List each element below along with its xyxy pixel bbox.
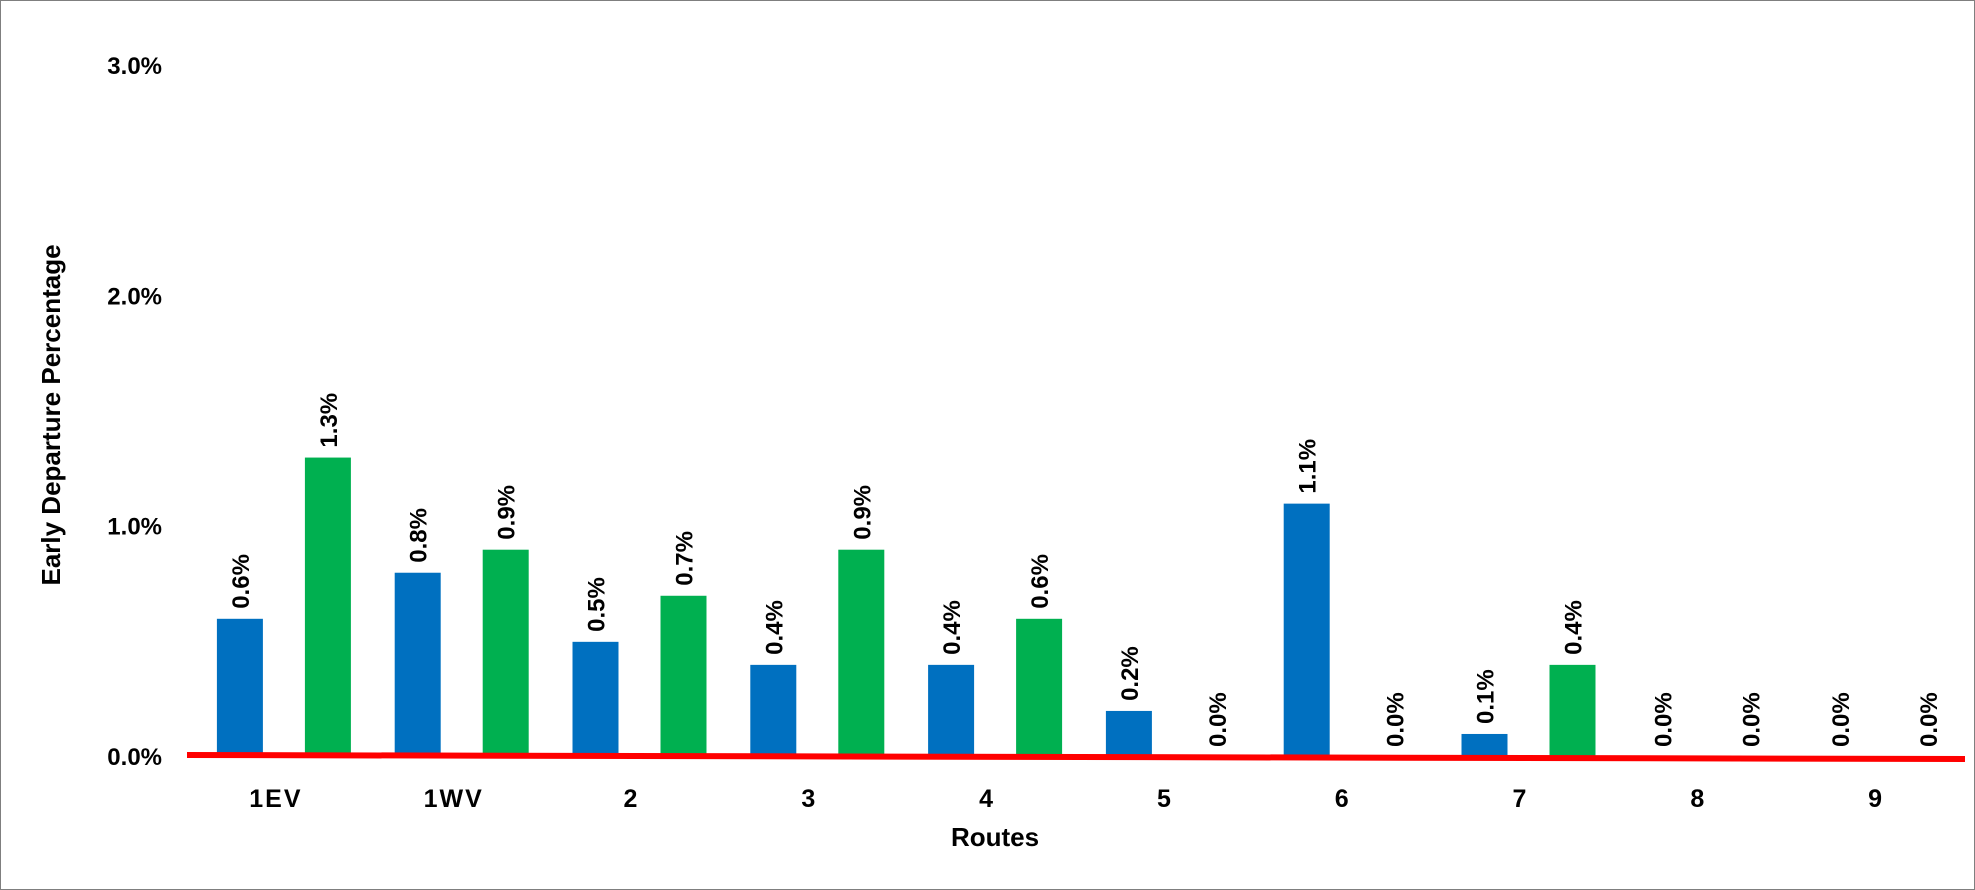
data-label: 0.7% [672, 531, 699, 586]
x-tick-label: 3 [801, 785, 817, 813]
data-label: 0.2% [1117, 646, 1144, 701]
bar [572, 641, 619, 757]
bar [216, 618, 263, 757]
y-axis-tick-labels: 0.0% 1.0% 2.0% 3.0% [107, 53, 162, 771]
data-label: 0.0% [1383, 692, 1410, 747]
y-tick-label: 3.0% [107, 53, 162, 80]
baseline [186, 752, 1966, 762]
data-label: 0.0% [1650, 692, 1677, 747]
bar [482, 549, 529, 757]
x-tick-label: 4 [979, 785, 995, 813]
y-tick-label: 1.0% [107, 514, 162, 541]
bar [1016, 618, 1063, 757]
x-tick-label: 1EV [249, 785, 302, 813]
data-label: 0.0% [1738, 692, 1765, 747]
data-label: 0.0% [1916, 692, 1943, 747]
bar [928, 664, 975, 757]
data-label: 0.1% [1473, 669, 1500, 724]
x-tick-label: 1WV [424, 785, 484, 813]
data-label: 0.4% [761, 600, 788, 655]
data-label: 0.4% [1561, 600, 1588, 655]
bar [1461, 733, 1508, 757]
x-tick-label: 7 [1513, 785, 1529, 813]
y-tick-label: 0.0% [107, 744, 162, 771]
bar [1549, 664, 1596, 757]
bar [1105, 710, 1152, 757]
data-label: 0.6% [1027, 554, 1054, 609]
data-label: 0.4% [939, 600, 966, 655]
bar [838, 549, 885, 757]
x-tick-label: 8 [1690, 785, 1706, 813]
bar [660, 595, 707, 757]
x-tick-label: 9 [1868, 785, 1884, 813]
data-label: 0.0% [1205, 692, 1232, 747]
y-axis-title: Early Departure Percentage [36, 244, 66, 585]
x-tick-label: 5 [1157, 785, 1173, 813]
y-tick-label: 2.0% [107, 283, 162, 310]
data-label: 0.6% [228, 554, 255, 609]
bar [394, 572, 441, 757]
data-label: 0.9% [849, 485, 876, 540]
x-tick-label: 6 [1335, 785, 1351, 813]
data-labels: 0.6% 0.8% 0.5% 0.4% 0.4% 0.2% 1.1% 0.1% 0.0% 0.0%… [228, 393, 1943, 747]
data-label: 0.8% [406, 508, 433, 563]
bar [304, 457, 351, 757]
data-label: 0.9% [494, 485, 521, 540]
data-label: 0.5% [584, 577, 611, 632]
bar [750, 664, 797, 757]
bar [1283, 503, 1330, 757]
x-axis-title: Routes [951, 822, 1039, 852]
baseline-line [186, 752, 1966, 762]
x-tick-label: 2 [624, 785, 640, 813]
x-axis-tick-labels: 1EV 1WV 2 3 4 5 6 7 8 9 [249, 785, 1884, 813]
bars [216, 457, 1596, 757]
data-label: 1.1% [1295, 439, 1322, 494]
data-label: 0.0% [1828, 692, 1855, 747]
data-label: 1.3% [316, 393, 343, 448]
